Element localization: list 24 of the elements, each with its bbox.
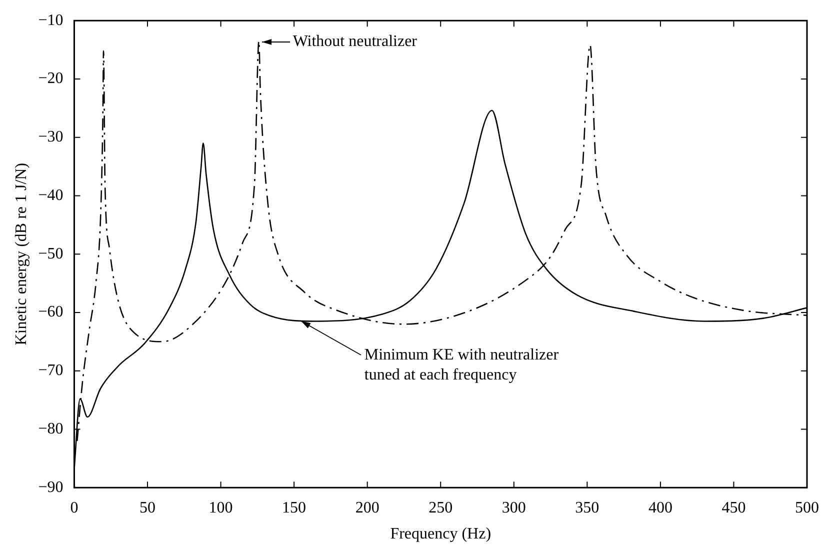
y-tick-label: −30	[38, 128, 64, 146]
y-tick-label: −70	[38, 362, 64, 380]
x-tick-label: 0	[70, 499, 78, 516]
x-tick-label: 500	[795, 499, 819, 516]
y-tick-label: −90	[38, 478, 64, 496]
x-axis-title: Frequency (Hz)	[390, 526, 492, 543]
x-tick-label: 450	[722, 499, 746, 516]
x-tick-label: 350	[575, 499, 600, 516]
y-tick-label: −20	[38, 70, 64, 88]
y-tick-label: −50	[38, 245, 64, 262]
x-tick-label: 400	[648, 499, 672, 516]
y-axis-title: Kinetic energy (dB re 1 J/N)	[12, 162, 30, 346]
annotation: Minimum KE with neutralizer tuned at each frequency	[364, 346, 560, 384]
y-tick-label: −10	[38, 12, 64, 29]
x-tick-label: 300	[502, 499, 526, 516]
x-tick-label: 250	[428, 499, 453, 516]
x-tick-label: 150	[282, 499, 306, 516]
x-tick-label: 50	[140, 499, 156, 516]
y-tick-label: −40	[38, 186, 64, 204]
y-tick-label: −60	[38, 304, 64, 321]
x-tick-label: 200	[355, 499, 380, 516]
annotation: Without neutralizer	[292, 32, 418, 50]
y-tick-label: −80	[38, 420, 64, 438]
x-tick-label: 100	[208, 499, 233, 516]
